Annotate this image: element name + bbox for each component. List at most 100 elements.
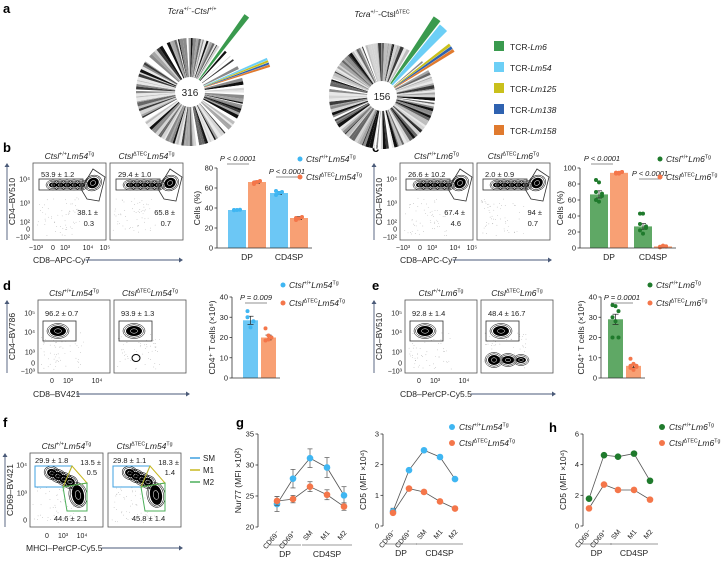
event-dot bbox=[114, 210, 116, 212]
event-dot bbox=[45, 213, 47, 215]
event-dot bbox=[69, 495, 70, 496]
event-dot bbox=[444, 230, 446, 232]
event-dot bbox=[55, 506, 56, 508]
x-tick-label: 10³ bbox=[427, 245, 438, 252]
event-dot bbox=[434, 201, 436, 203]
genotype-part: +/+ bbox=[681, 155, 689, 161]
event-dot bbox=[482, 202, 484, 203]
event-dot bbox=[124, 228, 126, 230]
event-dot bbox=[57, 353, 59, 355]
p-value: P = 0.009 bbox=[240, 293, 273, 302]
event-dot bbox=[143, 522, 144, 523]
event-dot bbox=[507, 226, 509, 228]
event-dot bbox=[70, 507, 72, 509]
genotype-part: Ctsl bbox=[419, 288, 435, 298]
event-dot bbox=[155, 346, 157, 348]
genotype-part: Ctsl bbox=[414, 151, 430, 161]
event-dot bbox=[499, 218, 501, 220]
contour bbox=[124, 324, 144, 338]
event-dot bbox=[42, 211, 44, 213]
event-dot bbox=[154, 350, 156, 351]
arrow-head-icon bbox=[548, 257, 552, 263]
event-dot bbox=[124, 355, 126, 356]
pie-center-label: 316 bbox=[182, 88, 199, 99]
genotype-part: ΔTEC bbox=[474, 439, 488, 445]
event-dot bbox=[141, 217, 143, 219]
bar-chart-b: 0 20 40 60 80 Cells (%) DP CD4SP P < 0.0001 P < 0… bbox=[192, 154, 362, 262]
event-dot bbox=[114, 521, 116, 522]
gate-percent: 67.4 ± bbox=[444, 208, 465, 217]
event-dot bbox=[432, 213, 434, 215]
event-dot bbox=[124, 358, 126, 360]
data-point bbox=[248, 325, 253, 330]
event-dot bbox=[54, 346, 56, 348]
y-tick-label: 10³ bbox=[387, 201, 398, 208]
event-dot bbox=[145, 513, 147, 515]
legend-swatch bbox=[494, 104, 504, 114]
genotype-part: Tg bbox=[705, 155, 711, 161]
gate-percent: 53.9 ± 1.2 bbox=[41, 170, 74, 179]
event-dot bbox=[419, 364, 420, 366]
y-tick-label: 20 bbox=[568, 228, 576, 237]
event-dot bbox=[40, 487, 42, 489]
data-point bbox=[585, 505, 593, 512]
event-dot bbox=[53, 358, 55, 360]
genotype-part: Tg bbox=[93, 289, 99, 295]
event-dot bbox=[59, 489, 60, 490]
event-dot bbox=[72, 512, 74, 514]
x-category-label: M1 bbox=[320, 530, 332, 542]
event-dot bbox=[414, 224, 415, 226]
event-dot bbox=[144, 218, 146, 220]
event-dot bbox=[39, 210, 41, 211]
event-dot bbox=[43, 351, 45, 353]
event-dot bbox=[130, 518, 132, 519]
x-axis-label: CD8–APC-Cy7 bbox=[400, 255, 457, 265]
event-dot bbox=[137, 514, 138, 515]
x-category-label: SM bbox=[416, 529, 428, 542]
event-dot bbox=[483, 361, 485, 363]
event-dot bbox=[146, 339, 147, 341]
plot-frame bbox=[37, 299, 111, 374]
y-tick-label: 35 bbox=[246, 430, 254, 439]
event-dot bbox=[410, 204, 411, 205]
event-dot bbox=[435, 367, 436, 368]
event-dot bbox=[138, 356, 139, 358]
event-dot bbox=[65, 199, 67, 201]
gate-percent: 13.5 ± bbox=[80, 458, 101, 467]
gate-percent: 1.4 bbox=[165, 468, 175, 477]
gate-percent: 94 ± bbox=[527, 208, 542, 217]
event-dot bbox=[421, 203, 422, 205]
event-dot bbox=[135, 490, 136, 492]
event-dot bbox=[434, 200, 435, 202]
contour bbox=[85, 176, 101, 190]
legend-prefix: TCR- bbox=[510, 105, 530, 115]
data-point bbox=[405, 485, 413, 492]
y-tick-label: 0 bbox=[575, 522, 579, 531]
legend-label: TCR-Lm54 bbox=[510, 63, 552, 73]
pie-center bbox=[175, 77, 205, 107]
event-dot bbox=[499, 357, 501, 359]
event-dot bbox=[124, 498, 126, 500]
data-point bbox=[420, 488, 428, 496]
flow-plot: Ctsl+/+Lm54Tg 96.2 ± 0.7 bbox=[37, 288, 111, 374]
pie-center bbox=[367, 81, 397, 111]
data-point bbox=[289, 475, 297, 482]
event-dot bbox=[124, 351, 125, 353]
event-dot bbox=[504, 230, 505, 232]
event-dot bbox=[59, 232, 61, 233]
y-axis-label: CD4⁺ T cells (×10⁶) bbox=[207, 300, 217, 374]
clone-legend-item: TCR-Lm138 bbox=[494, 104, 557, 115]
event-dot bbox=[434, 228, 435, 230]
gate-percent: 4.6 bbox=[451, 219, 461, 228]
data-point bbox=[658, 245, 662, 250]
event-dot bbox=[140, 498, 141, 500]
event-dot bbox=[80, 352, 81, 353]
event-dot bbox=[421, 356, 423, 357]
x-category-label: CD69⁺ bbox=[589, 529, 608, 550]
y-axis-label: CD5 (MFI ×10⁴) bbox=[558, 450, 568, 510]
y-axis-label: Cells (%) bbox=[192, 191, 202, 226]
event-dot bbox=[129, 511, 130, 513]
event-dot bbox=[146, 346, 148, 348]
density-core bbox=[164, 177, 176, 189]
